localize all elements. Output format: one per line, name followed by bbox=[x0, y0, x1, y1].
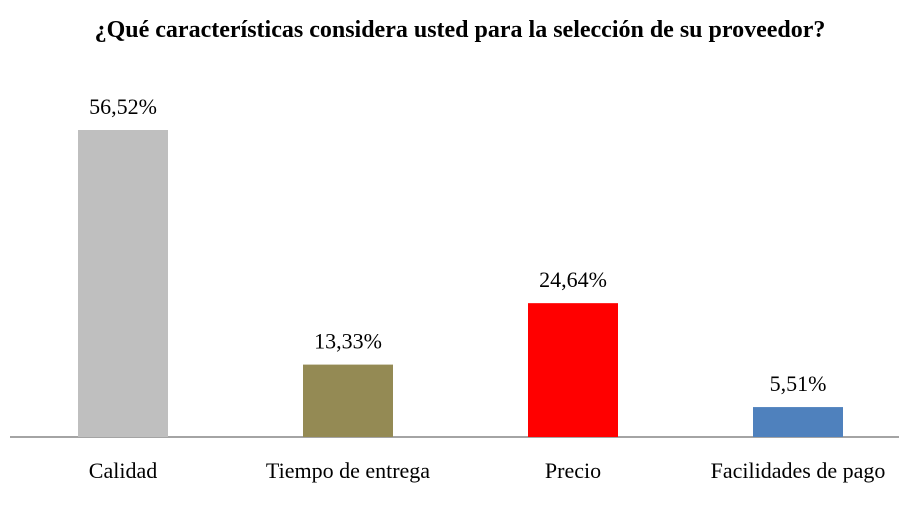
x-tick-label: Calidad bbox=[89, 458, 157, 483]
bar bbox=[528, 303, 618, 437]
chart-title: ¿Qué características considera usted par… bbox=[95, 17, 826, 43]
data-label: 56,52% bbox=[89, 94, 157, 119]
x-tick-label: Precio bbox=[545, 458, 601, 483]
data-label: 5,51% bbox=[770, 371, 827, 396]
bar bbox=[303, 364, 393, 437]
data-label: 13,33% bbox=[314, 329, 382, 354]
data-label: 24,64% bbox=[539, 267, 607, 292]
x-tick-label: Facilidades de pago bbox=[711, 458, 886, 483]
x-tick-label: Tiempo de entrega bbox=[266, 458, 430, 483]
bar bbox=[753, 407, 843, 437]
bar bbox=[78, 130, 168, 437]
